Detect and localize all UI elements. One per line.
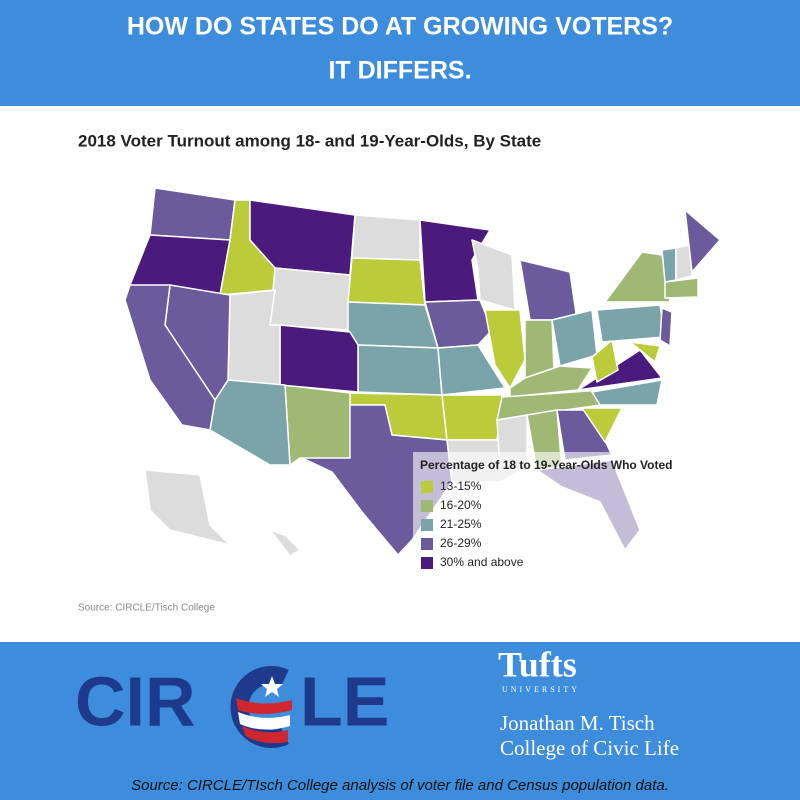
legend-swatch — [421, 481, 433, 493]
legend-swatch — [421, 538, 433, 550]
legend-label: 16-20% — [440, 498, 482, 512]
footer-band — [0, 642, 800, 800]
legend-label: 21-25% — [440, 517, 482, 531]
state — [661, 247, 677, 283]
map-source: Source: CIRCLE/Tisch College — [78, 603, 215, 614]
state — [629, 341, 661, 363]
circle-logo: LE — [300, 662, 389, 740]
flag-c — [230, 666, 292, 748]
legend-label: 26-29% — [440, 536, 482, 550]
footer-source: Source: CIRCLE/TIsch College analysis of… — [131, 777, 669, 794]
state — [659, 307, 673, 347]
state — [441, 394, 503, 441]
state — [437, 344, 506, 396]
legend-box — [413, 452, 639, 576]
state — [581, 407, 623, 443]
header-title: HOW DO STATES DO AT GROWING VOTERS? — [127, 13, 673, 41]
tufts-sub: UNIVERSITY — [502, 685, 580, 694]
state — [144, 469, 231, 546]
state — [684, 209, 721, 273]
state — [591, 339, 619, 383]
legend-swatch — [421, 500, 433, 512]
legend-title: Percentage of 18 to 19-Year-Olds Who Vot… — [420, 458, 673, 472]
state — [424, 299, 493, 349]
state — [347, 257, 426, 306]
legend-label: 13-15% — [440, 479, 482, 493]
college-name: Jonathan M. Tisch — [500, 711, 655, 735]
state — [351, 214, 421, 261]
state — [675, 244, 693, 281]
state — [484, 309, 526, 389]
state — [269, 529, 301, 557]
header-title: IT DIFFERS. — [328, 57, 471, 85]
header-band — [0, 0, 800, 106]
state — [591, 379, 663, 406]
state — [357, 344, 443, 396]
legend-swatch — [421, 557, 433, 569]
state — [227, 289, 281, 386]
legend-swatch — [421, 519, 433, 531]
tufts-name: Tufts — [498, 644, 577, 684]
college-name: College of Civic Life — [500, 736, 679, 760]
state — [279, 324, 359, 393]
legend: 13-15% 16-20% 21-25% 26-29% 30% and above — [421, 479, 524, 569]
map-title: 2018 Voter Turnout among 18- and 19-Year… — [78, 131, 541, 150]
circle-logo: CIR — [75, 662, 196, 740]
state — [269, 267, 351, 331]
state — [664, 277, 699, 299]
state — [596, 304, 666, 343]
state — [284, 384, 351, 466]
state — [471, 239, 516, 311]
legend-label: 30% and above — [440, 555, 524, 569]
state — [347, 301, 439, 349]
state — [551, 309, 598, 367]
state — [124, 284, 216, 431]
